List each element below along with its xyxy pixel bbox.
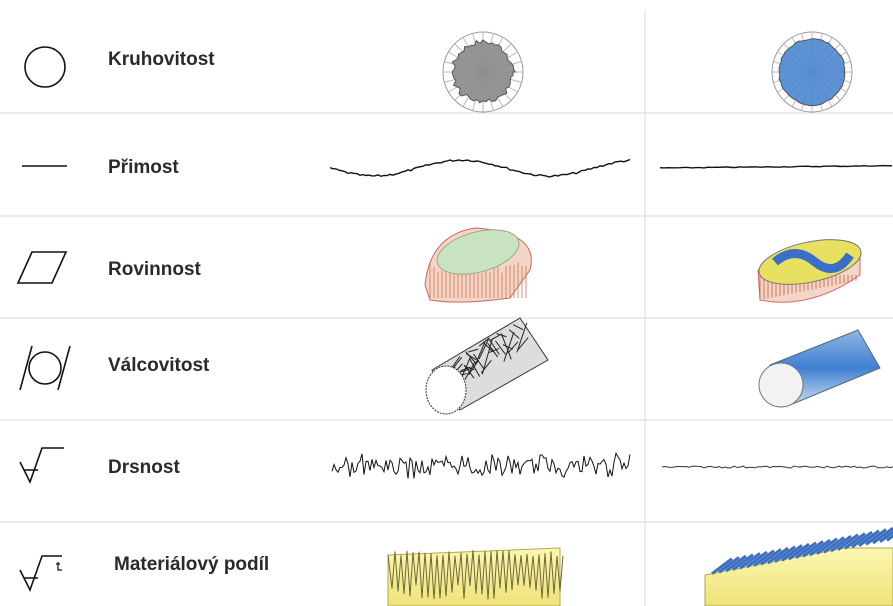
ridge [788,542,810,561]
cylinder-texture [464,361,476,380]
block [387,547,561,606]
roughness-profile [661,465,893,469]
ridge [816,537,838,555]
roughness-symbol [19,447,64,485]
ridge [767,546,789,565]
row-label: Rovinnost [108,259,202,280]
ridge [760,548,782,566]
cylinder-texture [465,351,476,364]
material-ratio-symbol [19,555,62,593]
cylinder-end [425,365,467,415]
ridge [774,545,796,563]
cylinder-texture [488,339,500,355]
cylinder-texture [503,331,515,362]
ridge [872,526,893,545]
ridge [844,532,866,550]
row-label: Kruhovitost [108,49,215,70]
grid [0,10,893,606]
ridge [725,554,747,573]
cylinder-texture [516,322,528,353]
cylinder-texture [481,339,493,375]
row-label: Materiálový podíl [114,554,269,575]
ridge [795,541,817,559]
flatness-pattern [772,249,854,274]
cylinder-texture [463,364,475,379]
cylinder-texture [507,341,519,354]
roundness-profile [451,39,517,104]
cylinder-texture [482,342,494,353]
cylinder-texture [480,359,492,374]
ridge [732,553,754,571]
ridge [809,538,831,557]
cylinder-texture [489,334,500,342]
cylinder-end [758,362,804,408]
cylinder-texture [489,347,500,353]
cylinder-texture [487,342,499,358]
cylinder-texture [495,340,506,355]
cylinder-texture [473,353,484,369]
ridge [886,534,893,542]
ridge [781,544,803,562]
ridge [746,550,768,569]
cylinder-texture [478,337,490,360]
ridge [858,529,880,547]
roundness-profile [778,38,846,107]
ridge [753,549,775,567]
cylinder-texture [502,344,514,350]
roughness-profile [331,451,631,479]
straightness-profile [659,164,893,169]
row-label: Válcovitost [108,355,210,376]
ridge [802,540,824,558]
illustrations [329,31,893,606]
peaks [387,549,564,600]
flatness-symbol [16,251,68,284]
ridge [837,533,859,551]
straightness-profile [329,158,631,178]
cylinder-texture [474,340,486,365]
row-label: Přimost [108,157,179,178]
ridge [711,557,733,575]
cylinder-texture [500,333,512,360]
ridge [718,556,740,574]
ridge [823,536,845,554]
block [704,547,893,606]
ridge [739,552,761,570]
ridge [879,530,893,543]
flatness-top [436,229,520,275]
ridge [830,534,852,553]
ridge [851,530,873,549]
symbols [16,46,71,593]
cylinder-texture [469,358,481,377]
cylinder-texture [508,329,520,339]
row-label: Drsnost [108,457,180,478]
ridge [865,528,887,546]
circularity-symbol [24,46,66,88]
cylinder-texture [468,348,479,353]
cylinder-texture [478,337,490,347]
cylinder-texture [517,337,529,350]
cylinder-texture [512,324,524,331]
cylindricity-symbol [19,345,71,391]
